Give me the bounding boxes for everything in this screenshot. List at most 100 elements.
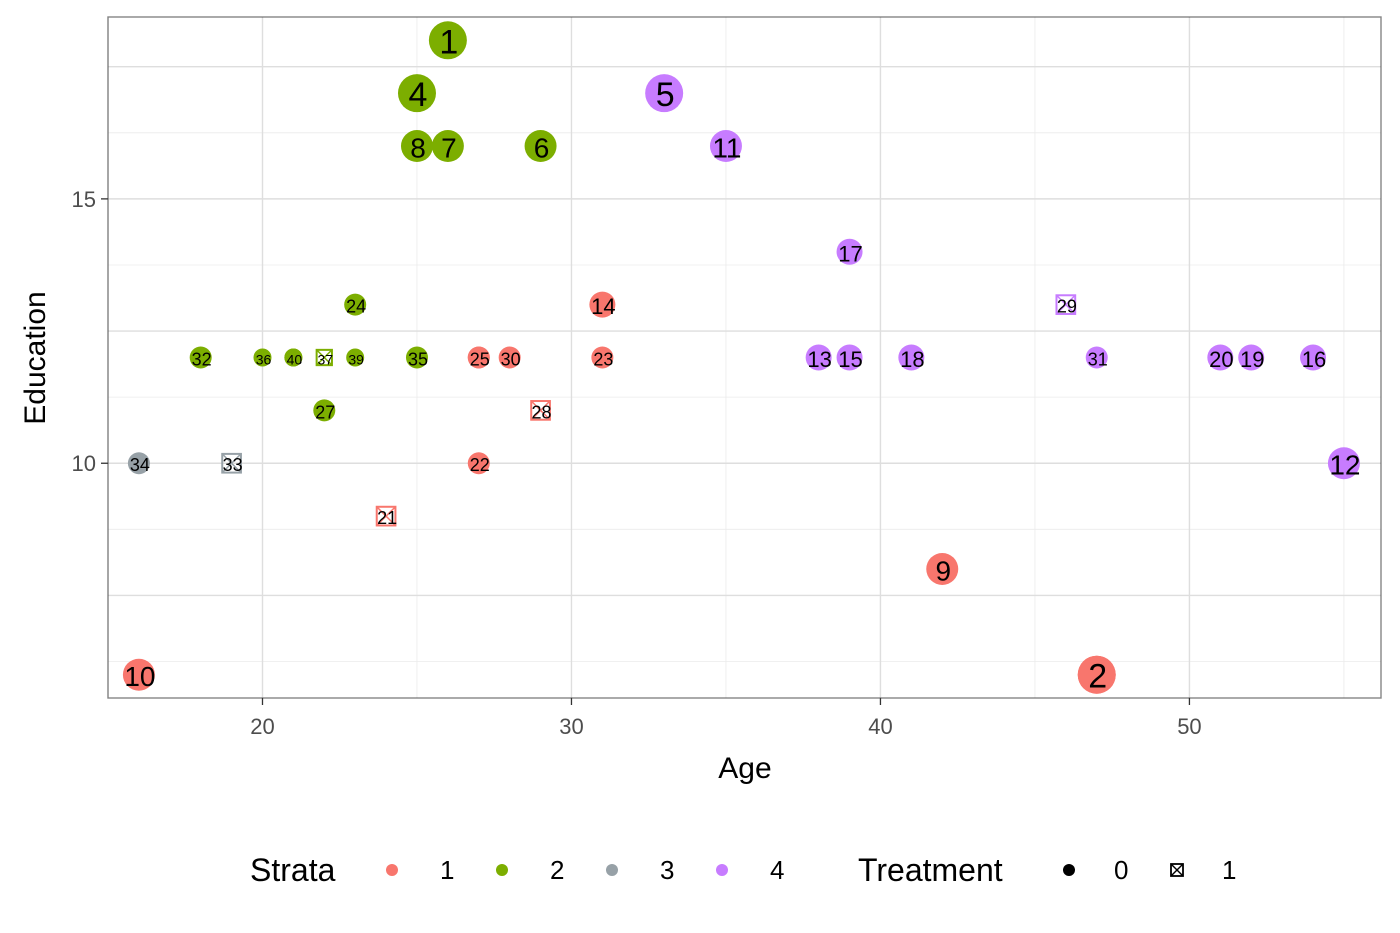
data-point: 14 (589, 291, 616, 319)
data-point: 13 (805, 344, 832, 372)
point-label: 1 (439, 23, 458, 61)
y-tick-label: 15 (72, 187, 96, 212)
point-label: 27 (315, 402, 335, 422)
legend-key-label: 2 (550, 855, 564, 885)
legend-treatment-title: Treatment (858, 852, 1003, 888)
point-label: 11 (712, 133, 741, 164)
data-point: 8 (400, 130, 433, 164)
point-label: 30 (501, 350, 521, 370)
legend-key-label: 0 (1114, 855, 1128, 885)
data-point: 36 (253, 348, 272, 368)
point-label: 39 (348, 352, 364, 368)
data-point: 6 (524, 130, 557, 164)
y-axis-ticks: 10 15 (72, 187, 108, 476)
point-marker (1327, 447, 1360, 480)
point-marker (284, 348, 303, 367)
panel-background (108, 17, 1381, 698)
x-tick-label: 30 (559, 714, 583, 739)
point-marker (591, 346, 614, 369)
data-point: 21 (375, 505, 397, 528)
point-marker (397, 74, 436, 113)
point-label: 28 (532, 402, 552, 422)
legend-strata-item: 2 (496, 855, 564, 885)
point-label: 2 (1088, 658, 1107, 696)
point-label: 15 (838, 347, 862, 372)
data-point: 31 (1085, 346, 1108, 370)
data-point: 22 (467, 452, 490, 475)
data-point: 29 (1055, 294, 1077, 317)
point-marker (836, 344, 863, 371)
point-marker (344, 293, 367, 316)
legend-strata-item: 3 (606, 855, 674, 885)
data-point: 27 (313, 399, 335, 422)
point-marker (1085, 346, 1108, 369)
legend-key-swatch (496, 864, 508, 876)
point-label: 40 (287, 352, 303, 368)
point-marker (405, 346, 428, 369)
point-marker-treated (375, 505, 397, 527)
point-label: 9 (935, 555, 951, 586)
point-marker-cross (376, 506, 396, 526)
point-label: 5 (656, 76, 675, 114)
legend-strata-title: Strata (250, 852, 336, 888)
legend-key-swatch (386, 864, 398, 876)
point-marker-cross (530, 400, 551, 421)
point-marker (400, 130, 433, 163)
legend-key-cross (1170, 863, 1184, 877)
point-marker (431, 130, 464, 163)
point-label: 37 (317, 352, 333, 368)
point-label: 36 (256, 352, 272, 368)
x-tick-label: 40 (868, 714, 892, 739)
point-label: 4 (409, 76, 428, 114)
point-label: 25 (470, 350, 490, 370)
data-point: 10 (122, 658, 155, 692)
point-marker (467, 452, 490, 475)
data-point: 23 (591, 346, 614, 370)
point-marker-treated (315, 348, 333, 367)
data-point: 32 (189, 346, 212, 370)
point-marker-treated (530, 400, 551, 421)
point-marker (589, 291, 616, 318)
legend-key-label: 1 (1222, 855, 1236, 885)
point-marker (709, 130, 742, 163)
point-marker (836, 238, 863, 265)
data-point: 19 (1238, 344, 1264, 372)
x-axis-ticks: 20 30 40 50 (250, 698, 1202, 739)
point-label: 12 (1329, 450, 1360, 481)
point-marker (645, 74, 684, 113)
data-point: 33 (221, 452, 243, 475)
panel-border (107, 16, 1382, 699)
point-label: 33 (223, 455, 243, 475)
point-marker (926, 552, 959, 585)
data-point: 16 (1300, 344, 1326, 372)
point-label: 23 (593, 350, 613, 370)
data-point: 25 (467, 346, 490, 370)
point-marker-treated (1055, 294, 1077, 315)
point-marker (805, 344, 832, 371)
point-label: 6 (534, 133, 550, 164)
data-point: 9 (926, 552, 959, 586)
point-marker (498, 346, 521, 369)
point-marker-treated (221, 452, 242, 474)
legend-treatment-item: 0 (1063, 855, 1128, 885)
legend-key-treated (1170, 863, 1184, 877)
data-point: 39 (346, 348, 365, 368)
data-point: 7 (431, 130, 464, 164)
data-point: 37 (315, 348, 333, 368)
legend-key-swatch (606, 864, 618, 876)
point-label: 10 (124, 661, 155, 692)
point-label: 14 (591, 294, 615, 319)
legend-key-label: 4 (770, 855, 784, 885)
point-marker (1207, 344, 1234, 371)
point-marker (524, 130, 557, 163)
point-marker (346, 348, 365, 367)
data-point: 5 (645, 74, 684, 114)
data-point: 15 (836, 344, 863, 372)
point-label: 34 (130, 455, 150, 475)
point-marker-cross (316, 349, 333, 366)
point-label: 13 (807, 347, 831, 372)
point-marker (428, 21, 467, 60)
